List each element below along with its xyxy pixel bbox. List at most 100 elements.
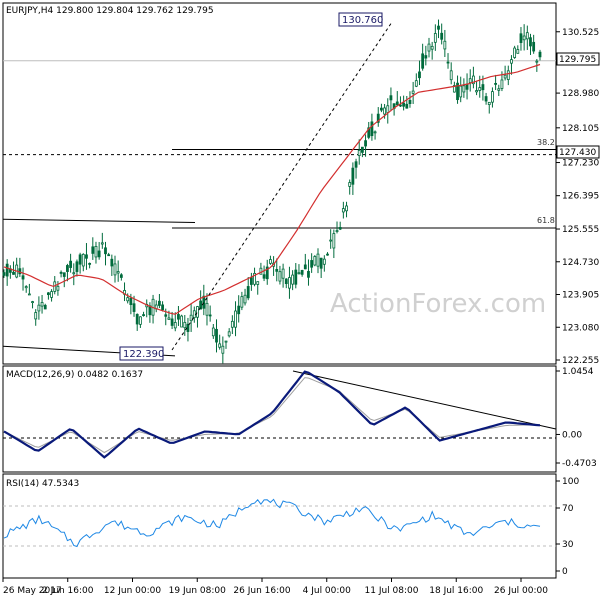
candle bbox=[199, 290, 203, 310]
x-tick-label: 19 Jun 08:00 bbox=[169, 586, 226, 596]
low-annotation-box bbox=[119, 346, 164, 361]
candle bbox=[196, 305, 199, 328]
candle bbox=[24, 285, 28, 293]
level-price-box-bg bbox=[556, 145, 600, 159]
candle bbox=[519, 27, 523, 51]
candle bbox=[341, 201, 345, 219]
candle bbox=[310, 253, 314, 273]
candle bbox=[538, 49, 542, 61]
candle bbox=[522, 24, 526, 51]
candle bbox=[227, 328, 231, 338]
candle bbox=[300, 269, 304, 277]
candle bbox=[56, 281, 60, 296]
candle bbox=[278, 265, 282, 285]
candle bbox=[313, 255, 317, 267]
candle bbox=[430, 41, 434, 60]
candle bbox=[116, 260, 120, 282]
candle bbox=[487, 101, 491, 114]
candle bbox=[215, 319, 218, 353]
candle bbox=[319, 257, 323, 279]
candle bbox=[37, 296, 41, 320]
candle bbox=[360, 146, 364, 158]
candle bbox=[303, 253, 307, 270]
candle bbox=[173, 312, 177, 332]
candle bbox=[47, 292, 50, 300]
candle bbox=[478, 75, 482, 98]
price-tick-label: 127.230 bbox=[562, 159, 599, 169]
candle bbox=[494, 74, 497, 91]
candle bbox=[40, 294, 44, 314]
candle bbox=[170, 311, 174, 330]
candle bbox=[427, 37, 431, 58]
candle bbox=[138, 316, 142, 328]
candle bbox=[142, 311, 145, 317]
candle bbox=[78, 252, 82, 274]
candle bbox=[329, 229, 333, 249]
candle bbox=[348, 179, 352, 195]
last-price-box-bg bbox=[556, 52, 600, 66]
candle bbox=[525, 25, 529, 50]
candle bbox=[62, 272, 66, 288]
candle bbox=[462, 78, 466, 98]
candle bbox=[269, 255, 272, 265]
candle bbox=[202, 284, 206, 316]
candle bbox=[481, 75, 485, 101]
candle bbox=[27, 283, 31, 296]
candle bbox=[345, 201, 348, 218]
candle bbox=[183, 315, 187, 336]
fib-38-label: 38.2 bbox=[537, 138, 555, 147]
candle bbox=[50, 289, 53, 302]
candle bbox=[85, 243, 88, 270]
candle bbox=[12, 261, 15, 275]
candle bbox=[335, 221, 339, 234]
price-tick-label: 126.395 bbox=[562, 192, 599, 202]
candle bbox=[357, 139, 361, 165]
candle bbox=[72, 263, 76, 286]
candle bbox=[161, 301, 164, 312]
candle bbox=[180, 314, 184, 328]
candle bbox=[208, 305, 212, 322]
candle bbox=[97, 242, 101, 260]
rsi-panel-title: RSI(14) 47.5343 bbox=[6, 479, 79, 489]
candle bbox=[240, 291, 244, 311]
candle bbox=[158, 293, 161, 309]
candle bbox=[351, 162, 355, 195]
price-tick-label: 122.255 bbox=[562, 356, 599, 366]
price-tick-label: 130.525 bbox=[562, 28, 599, 38]
x-tick-label: 26 Jun 16:00 bbox=[233, 586, 290, 596]
candle bbox=[506, 65, 510, 86]
candle bbox=[297, 264, 301, 275]
rsi-panel-frame bbox=[2, 473, 557, 579]
candle bbox=[2, 269, 6, 278]
candle bbox=[456, 75, 459, 104]
candle bbox=[104, 241, 107, 266]
price-tick-label: 128.105 bbox=[562, 124, 599, 134]
candle bbox=[135, 313, 139, 331]
price-tick-label: 128.980 bbox=[562, 89, 599, 99]
high-annotation-box bbox=[338, 12, 383, 27]
candle bbox=[354, 158, 358, 179]
candle bbox=[316, 248, 320, 274]
rsi-tick-label: 70 bbox=[562, 504, 574, 514]
candle bbox=[94, 241, 98, 264]
candle bbox=[281, 263, 285, 288]
candle bbox=[81, 253, 85, 272]
rsi-panel: RSI(14) 47.5343 100 70 30 0 bbox=[2, 473, 579, 579]
candle bbox=[459, 76, 463, 103]
candle bbox=[234, 301, 237, 337]
candle bbox=[484, 92, 488, 105]
candle bbox=[424, 45, 428, 66]
candle bbox=[408, 91, 412, 108]
candle bbox=[433, 24, 437, 51]
candle bbox=[246, 277, 250, 301]
macd-panel-frame bbox=[2, 365, 557, 473]
high-annotation-label: 130.760 bbox=[342, 15, 383, 26]
price-panel-title: EURJPY,H4 129.800 129.804 129.762 129.79… bbox=[6, 6, 214, 16]
rsi-tick-label: 0 bbox=[562, 567, 568, 577]
macd-tick-label: -0.4703 bbox=[562, 459, 597, 469]
candle bbox=[510, 55, 513, 75]
low-annotation: 122.390 bbox=[119, 346, 164, 361]
macd-trendline bbox=[292, 370, 557, 430]
